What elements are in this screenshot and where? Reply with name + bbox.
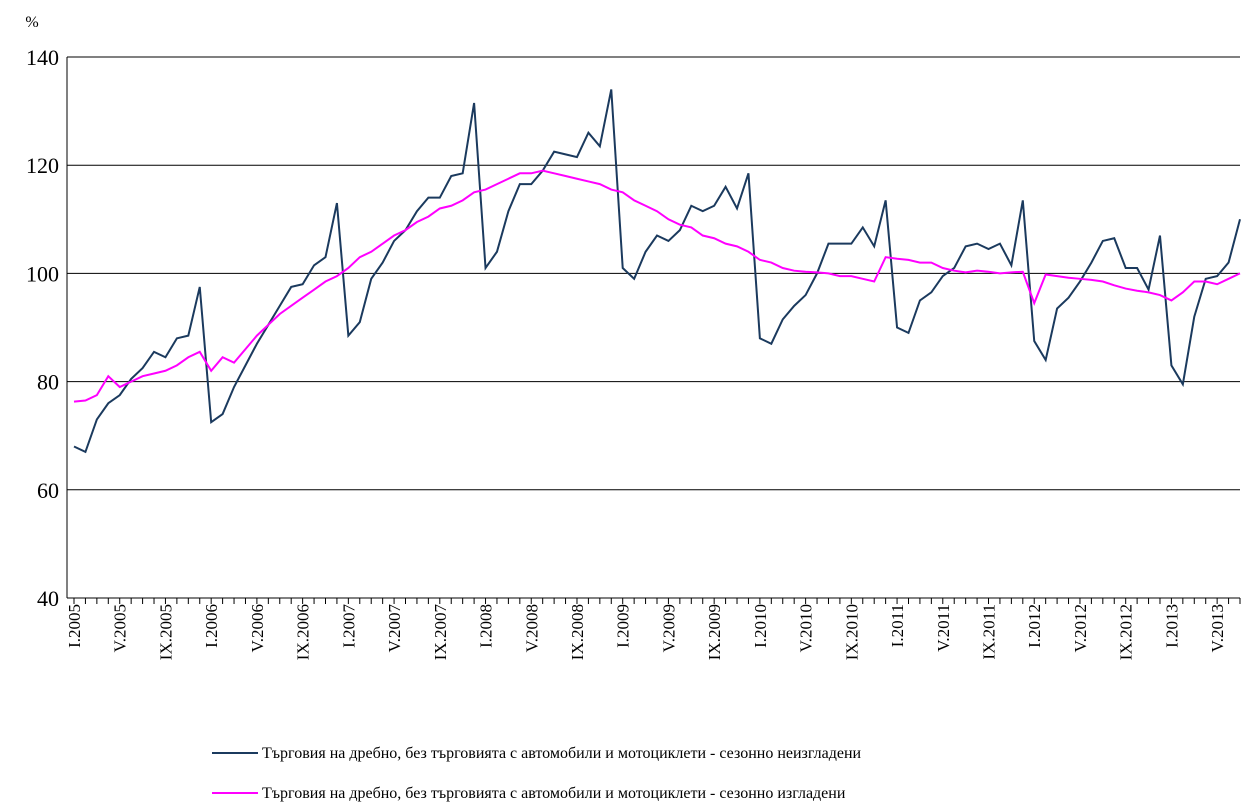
x-tick-label: I.2007 bbox=[339, 604, 358, 648]
x-tick-label: I.2006 bbox=[202, 604, 221, 648]
x-tick-label: V.2011 bbox=[934, 604, 953, 652]
x-tick-label: V.2013 bbox=[1208, 604, 1227, 652]
legend-label: Търговия на дребно, без търговията с авт… bbox=[262, 785, 846, 802]
y-tick-label: 120 bbox=[26, 153, 59, 178]
x-tick-label: IX.2012 bbox=[1117, 604, 1136, 660]
x-tick-label: IX.2008 bbox=[568, 604, 587, 660]
x-tick-label: I.2011 bbox=[888, 604, 907, 647]
legend-label: Търговия на дребно, без търговията с авт… bbox=[262, 745, 862, 762]
x-tick-label: I.2010 bbox=[751, 604, 770, 648]
y-axis-label: % bbox=[25, 14, 38, 31]
y-tick-label: 60 bbox=[37, 478, 59, 503]
x-tick-label: V.2009 bbox=[659, 604, 678, 652]
x-tick-label: I.2008 bbox=[477, 604, 496, 648]
x-tick-label: V.2005 bbox=[111, 604, 130, 652]
x-tick-label: V.2012 bbox=[1071, 604, 1090, 652]
x-tick-label: IX.2007 bbox=[431, 604, 450, 661]
y-tick-label: 80 bbox=[37, 370, 59, 395]
y-tick-label: 140 bbox=[26, 45, 59, 70]
y-tick-label: 40 bbox=[37, 586, 59, 611]
x-tick-label: IX.2011 bbox=[980, 604, 999, 660]
series-line bbox=[73, 89, 1241, 454]
x-tick-label: IX.2006 bbox=[294, 604, 313, 660]
x-tick-label: V.2006 bbox=[248, 604, 267, 652]
x-tick-label: V.2008 bbox=[522, 604, 541, 652]
x-tick-label: I.2012 bbox=[1025, 604, 1044, 648]
y-tick-label: 100 bbox=[26, 261, 59, 286]
x-tick-label: I.2005 bbox=[65, 604, 84, 648]
series-line bbox=[73, 169, 1241, 403]
x-tick-label: V.2007 bbox=[385, 604, 404, 653]
x-tick-label: I.2009 bbox=[614, 604, 633, 648]
x-tick-label: IX.2005 bbox=[156, 604, 175, 660]
x-tick-label: IX.2009 bbox=[705, 604, 724, 660]
x-tick-label: V.2010 bbox=[797, 604, 816, 652]
x-tick-label: IX.2010 bbox=[842, 604, 861, 660]
x-tick-label: I.2013 bbox=[1162, 604, 1181, 648]
